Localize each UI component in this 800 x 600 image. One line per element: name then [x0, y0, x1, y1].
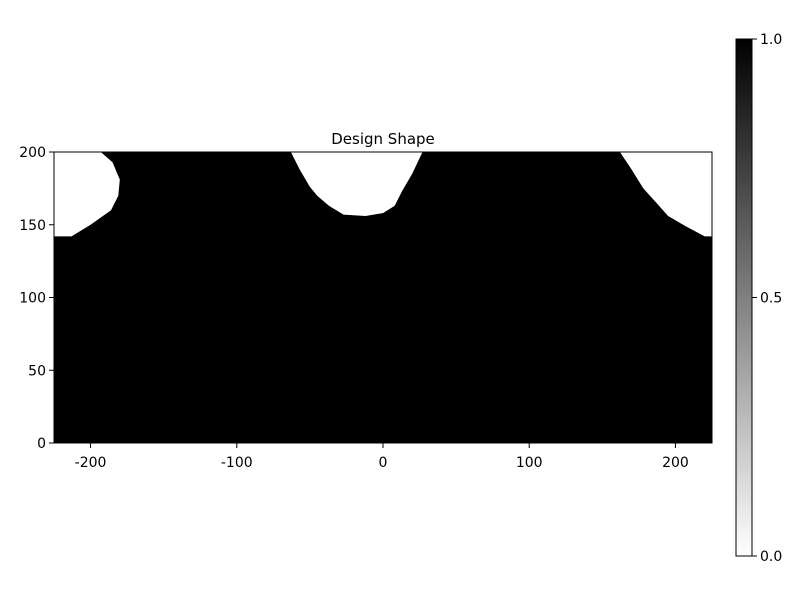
holes-layer	[54, 152, 712, 237]
x-tick-label: -200	[75, 455, 107, 471]
y-tick-label: 150	[19, 218, 46, 234]
design-hole-right	[619, 152, 712, 237]
x-axis: -200 -100 0 100 200	[75, 443, 689, 471]
x-tick-label: 200	[662, 455, 689, 471]
design-hole-left	[54, 152, 120, 237]
x-tick-label: 0	[379, 455, 388, 471]
x-tick-label: 100	[516, 455, 543, 471]
colorbar-gradient	[735, 38, 753, 557]
chart-title: Design Shape	[331, 130, 435, 148]
x-tick-label: -100	[221, 455, 253, 471]
y-axis: 0 50 100 150 200	[19, 145, 54, 452]
plot-area	[54, 152, 712, 443]
y-tick-label: 50	[28, 363, 46, 379]
colorbar-tick-label: 0.0	[760, 549, 782, 565]
colorbar-ticks: 0.0 0.5 1.0	[752, 32, 782, 565]
y-tick-label: 200	[19, 145, 46, 161]
colorbar: 0.0 0.5 1.0	[735, 32, 782, 565]
colorbar-tick-label: 1.0	[760, 32, 782, 48]
colorbar-tick-label: 0.5	[760, 291, 782, 307]
y-tick-label: 0	[37, 436, 46, 452]
design-hole-center	[290, 152, 423, 216]
y-tick-label: 100	[19, 291, 46, 307]
